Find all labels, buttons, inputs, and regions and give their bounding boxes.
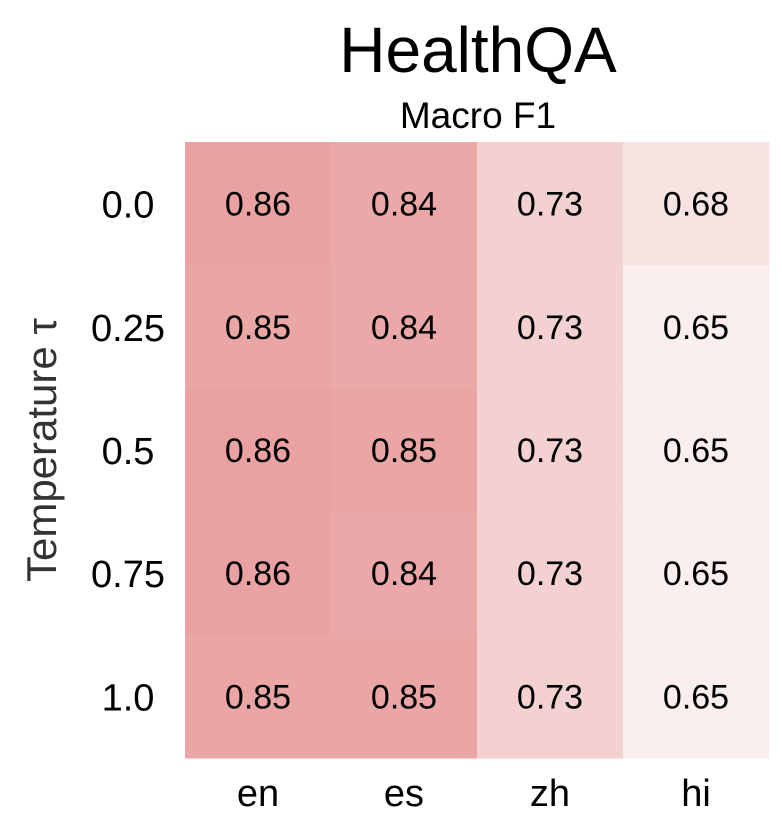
heatmap-cell [623,388,770,513]
cell-value-label: 0.86 [225,432,291,470]
y-tick-label: 0.0 [102,185,155,227]
y-tick-labels: 0.0 0.25 0.5 0.75 1.0 [91,185,165,720]
cell-value-label: 0.73 [517,432,583,470]
cell-value-label: 0.65 [663,678,729,716]
cell-value-label: 0.73 [517,309,583,347]
cell-value-label: 0.85 [225,678,291,716]
y-tick-label: 1.0 [102,677,155,719]
heatmap-cell [477,511,624,636]
cell-value-label: 0.86 [225,186,291,224]
x-tick-label: zh [530,773,570,815]
cell-value-label: 0.73 [517,678,583,716]
y-axis-label: Temperature τ [18,318,65,582]
cell-value-label: 0.73 [517,186,583,224]
heatmap-cell [623,511,770,636]
x-tick-labels: en es zh hi [237,773,711,815]
heatmap-cell [331,511,478,636]
heatmap-cell [477,142,624,266]
cell-value-label: 0.84 [371,309,437,347]
heatmap-cell [185,634,332,759]
heatmap-cell [331,388,478,513]
heatmap-cell [477,265,624,389]
cell-value-label: 0.85 [225,309,291,347]
cell-value-label: 0.65 [663,309,729,347]
heatmap-cell [623,142,770,266]
heatmap-cell [623,265,770,389]
cell-value-label: 0.65 [663,555,729,593]
heatmap-cell [185,511,332,636]
cell-value-label: 0.65 [663,432,729,470]
x-tick-label: es [384,773,424,815]
chart-title: HealthQA [339,14,617,86]
cell-value-label: 0.85 [371,432,437,470]
cell-value-label: 0.86 [225,555,291,593]
heatmap-cell [331,265,478,389]
x-tick-label: en [237,773,279,815]
cell-value-label: 0.68 [663,186,729,224]
heatmap-cell [477,634,624,759]
cell-value-label: 0.84 [371,555,437,593]
heatmap-cells: 0.86 0.84 0.73 0.68 0.85 0.84 0.73 0.65 0.86 0.85… [185,142,770,759]
heatmap-cell [185,265,332,389]
y-tick-label: 0.5 [102,431,155,473]
x-tick-label: hi [681,773,711,815]
y-tick-label: 0.75 [91,554,165,596]
cell-value-label: 0.84 [371,186,437,224]
chart-subtitle: Macro F1 [400,95,556,136]
cell-value-label: 0.73 [517,555,583,593]
heatmap-cell [623,634,770,759]
heatmap-cell [477,388,624,513]
heatmap-cell [185,142,332,266]
cell-value-label: 0.85 [371,678,437,716]
y-tick-label: 0.25 [91,308,165,350]
heatmap-cell [331,142,478,266]
heatmap-cell [185,388,332,513]
heatmap-cell [331,634,478,759]
